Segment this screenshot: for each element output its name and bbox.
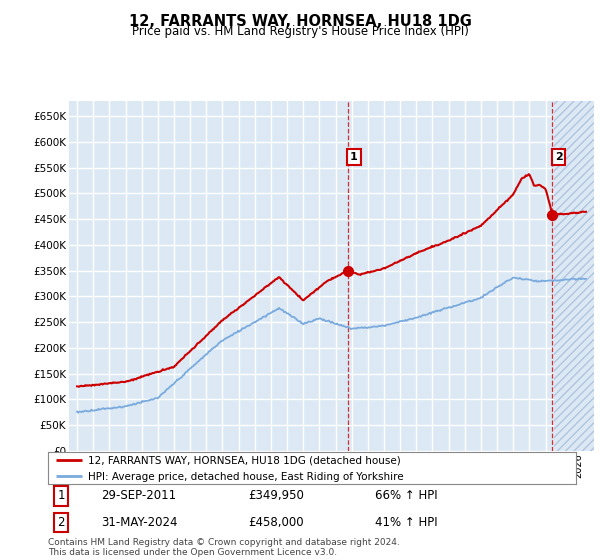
Text: Price paid vs. HM Land Registry's House Price Index (HPI): Price paid vs. HM Land Registry's House … [131, 25, 469, 38]
Bar [554, 101, 594, 451]
Text: 29-SEP-2011: 29-SEP-2011 [101, 489, 176, 502]
Text: 2: 2 [58, 516, 65, 529]
Text: 41% ↑ HPI: 41% ↑ HPI [376, 516, 438, 529]
Text: 12, FARRANTS WAY, HORNSEA, HU18 1DG (detached house): 12, FARRANTS WAY, HORNSEA, HU18 1DG (det… [88, 456, 400, 466]
Text: 1: 1 [58, 489, 65, 502]
Text: £458,000: £458,000 [248, 516, 304, 529]
Text: Contains HM Land Registry data © Crown copyright and database right 2024.
This d: Contains HM Land Registry data © Crown c… [48, 538, 400, 557]
Text: 2: 2 [555, 152, 562, 162]
Text: 1: 1 [350, 152, 358, 162]
Text: 66% ↑ HPI: 66% ↑ HPI [376, 489, 438, 502]
Text: 12, FARRANTS WAY, HORNSEA, HU18 1DG: 12, FARRANTS WAY, HORNSEA, HU18 1DG [128, 14, 472, 29]
Text: HPI: Average price, detached house, East Riding of Yorkshire: HPI: Average price, detached house, East… [88, 472, 403, 482]
Text: £349,950: £349,950 [248, 489, 305, 502]
Text: 31-MAY-2024: 31-MAY-2024 [101, 516, 178, 529]
